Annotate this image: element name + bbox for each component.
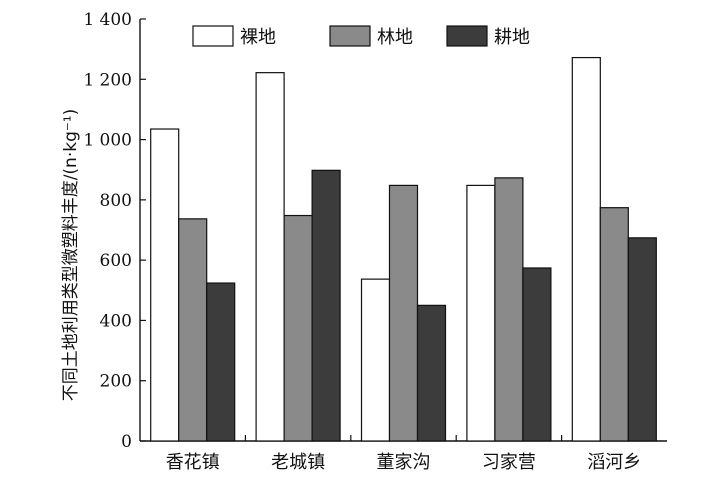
x-tick-label: 香花镇 xyxy=(166,452,220,473)
y-tick-label: 1 000 xyxy=(83,131,132,151)
axes: 0 200 400 600 800 1 000 1 200 1 400 香花镇 老城镇 董家沟 习家营… xyxy=(83,10,667,473)
bar-1-2 xyxy=(255,72,285,442)
y-tick-label: 400 xyxy=(100,311,132,331)
y-tick-label: 1 400 xyxy=(83,10,132,30)
legend-swatch-1 xyxy=(192,25,234,47)
bar-3-5 xyxy=(627,237,657,442)
bar-2-2 xyxy=(283,214,313,442)
bar-3-2 xyxy=(311,169,341,442)
y-axis-label: 不同土地利用类型微塑料丰度/(n·kg⁻¹) xyxy=(61,109,81,402)
x-tick-label: 习家营 xyxy=(482,452,536,473)
bar-3-4 xyxy=(522,267,552,442)
bar-1-1 xyxy=(150,128,180,442)
bar-3-1 xyxy=(206,282,236,442)
bar-2-3 xyxy=(388,184,419,442)
bar-1-4 xyxy=(466,184,496,442)
bar-1-5 xyxy=(571,56,601,442)
y-tick-label: 0 xyxy=(121,432,132,452)
x-tick-label: 老城镇 xyxy=(271,452,325,473)
bars xyxy=(150,56,657,442)
bar-3-3 xyxy=(416,304,447,442)
legend-swatch-3 xyxy=(446,25,488,47)
y-tick-label: 600 xyxy=(100,251,132,271)
bar-2-1 xyxy=(178,218,208,442)
legend-swatch-2 xyxy=(329,25,371,47)
y-tick-label: 200 xyxy=(100,372,132,392)
y-tick-label: 800 xyxy=(100,191,132,211)
bar-2-4 xyxy=(494,177,524,442)
bar-1-3 xyxy=(360,278,391,442)
x-tick-label: 滔河乡 xyxy=(587,452,641,473)
legend: 裸地 林地 耕地 xyxy=(192,25,530,48)
legend-label-2: 林地 xyxy=(377,27,413,48)
x-tick-label: 董家沟 xyxy=(377,452,431,473)
legend-label-3: 耕地 xyxy=(494,27,530,48)
legend-label-1: 裸地 xyxy=(240,27,276,48)
y-tick-label: 1 200 xyxy=(83,70,132,90)
bar-2-5 xyxy=(599,207,629,442)
